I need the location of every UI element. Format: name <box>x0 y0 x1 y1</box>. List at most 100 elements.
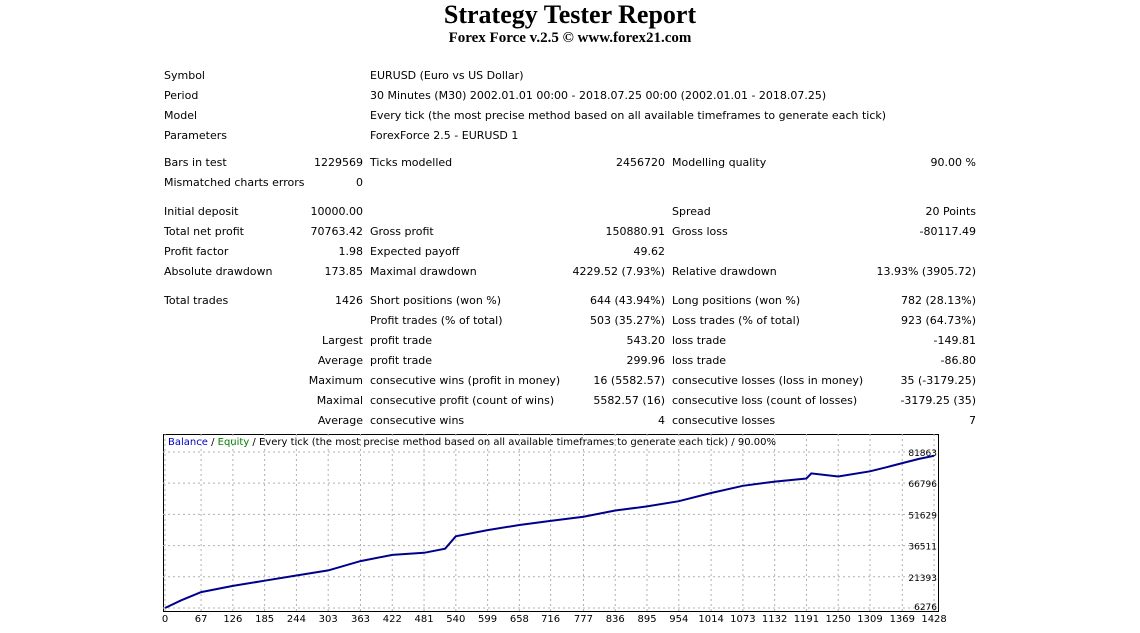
largest-loss-label: loss trade <box>672 334 727 347</box>
x-tick-label: 599 <box>478 614 498 625</box>
x-tick-label: 658 <box>509 614 529 625</box>
period-label: Period <box>164 89 199 102</box>
max-cw-value: 16 (5582.57) <box>593 374 665 387</box>
mismatch-value: 0 <box>356 176 363 189</box>
max-cl-value: 35 (-3179.25) <box>900 374 976 387</box>
trades-value: 1426 <box>335 294 363 307</box>
long-value: 782 (28.13%) <box>900 294 976 307</box>
x-tick-label: 1073 <box>730 614 756 625</box>
largest-profit-value: 543.20 <box>626 334 666 347</box>
grossprofit-value: 150880.91 <box>605 225 666 238</box>
netprofit-value: 70763.42 <box>310 225 364 238</box>
period-value: 30 Minutes (M30) 2002.01.01 00:00 - 2018… <box>370 89 827 102</box>
absdd-label: Absolute drawdown <box>164 265 273 278</box>
max-cw-label: consecutive wins (profit in money) <box>370 374 561 387</box>
chart-legend: Balance / Equity / Every tick (the most … <box>168 437 776 449</box>
x-tick-label: 0 <box>161 614 169 625</box>
x-tick-label: 1191 <box>793 614 820 625</box>
x-tick-label: 1428 <box>921 614 947 625</box>
maximal-cl-value: -3179.25 (35) <box>900 394 976 407</box>
grossloss-value: -80117.49 <box>919 225 976 238</box>
largest-loss-value: -149.81 <box>933 334 976 347</box>
x-tick-label: 1132 <box>761 614 788 625</box>
reldd-label: Relative drawdown <box>672 265 777 278</box>
avg-cl-label: consecutive losses <box>672 414 776 427</box>
avgcons-label: Average <box>317 414 363 427</box>
maximum-label: Maximum <box>308 374 363 387</box>
lt-label: Loss trades (% of total) <box>672 314 800 327</box>
x-tick-label: 422 <box>382 614 402 625</box>
ticks-label: Ticks modelled <box>370 156 453 169</box>
symbol-label: Symbol <box>164 69 205 82</box>
maxdd-label: Maximal drawdown <box>370 265 477 278</box>
x-tick-label: 244 <box>286 614 306 625</box>
avg-cl-value: 7 <box>969 414 976 427</box>
y-tick-label: 6276 <box>914 603 937 612</box>
x-tick-label: 1309 <box>857 614 883 625</box>
x-tick-label: 540 <box>446 614 466 625</box>
spread-value: 20 Points <box>925 205 976 218</box>
grossprofit-label: Gross profit <box>370 225 434 238</box>
deposit-value: 10000.00 <box>310 205 364 218</box>
deposit-label: Initial deposit <box>164 205 239 218</box>
lt-value: 923 (64.73%) <box>900 314 976 327</box>
mismatch-label: Mismatched charts errors <box>164 176 305 189</box>
largest-profit-label: profit trade <box>370 334 433 347</box>
reldd-value: 13.93% (3905.72) <box>876 265 976 278</box>
report-subtitle: Forex Force v.2.5 © www.forex21.com <box>448 30 692 46</box>
symbol-value: EURUSD (Euro vs US Dollar) <box>370 69 524 82</box>
chart-grid <box>163 434 935 612</box>
average-loss-label: loss trade <box>672 354 727 367</box>
x-tick-label: 185 <box>255 614 275 625</box>
maxdd-value: 4229.52 (7.93%) <box>572 265 665 278</box>
balance-series-line <box>164 454 935 609</box>
legend-rest: / Every tick (the most precise method ba… <box>249 437 776 448</box>
x-tick-label: 303 <box>318 614 338 625</box>
x-tick-label: 363 <box>350 614 371 625</box>
quality-value: 90.00 % <box>930 156 976 169</box>
y-tick-label: 81863 <box>908 449 937 459</box>
y-tick-label: 66796 <box>908 480 937 490</box>
pf-value: 1.98 <box>338 245 364 258</box>
maximal-cp-value: 5582.57 (16) <box>593 394 665 407</box>
short-label: Short positions (won %) <box>370 294 502 307</box>
x-tick-label: 836 <box>605 614 625 625</box>
max-cl-label: consecutive losses (loss in money) <box>672 374 864 387</box>
grossloss-label: Gross loss <box>672 225 728 238</box>
report-title: Strategy Tester Report <box>443 0 697 29</box>
maximal-label: Maximal <box>316 394 363 407</box>
pf-label: Profit factor <box>164 245 229 258</box>
netprofit-label: Total net profit <box>164 225 244 238</box>
x-tick-label: 777 <box>573 614 593 625</box>
pt-value: 503 (35.27%) <box>589 314 665 327</box>
avg-cw-value: 4 <box>658 414 665 427</box>
x-tick-label: 1369 <box>889 614 916 625</box>
x-tick-label: 481 <box>414 614 434 625</box>
model-label: Model <box>164 109 198 122</box>
ep-value: 49.62 <box>633 245 666 258</box>
trades-label: Total trades <box>164 294 229 307</box>
maximal-cl-label: consecutive loss (count of losses) <box>672 394 858 407</box>
bars-label: Bars in test <box>164 156 227 169</box>
absdd-value: 173.85 <box>324 265 364 278</box>
x-tick-label: 895 <box>637 614 657 625</box>
y-tick-label: 36511 <box>908 543 937 553</box>
x-tick-label: 954 <box>669 614 689 625</box>
ticks-value: 2456720 <box>616 156 665 169</box>
parameters-value: ForexForce 2.5 - EURUSD 1 <box>370 129 519 142</box>
x-tick-label: 716 <box>541 614 561 625</box>
spread-label: Spread <box>672 205 711 218</box>
maximal-cp-label: consecutive profit (count of wins) <box>370 394 555 407</box>
legend-balance: Balance <box>168 437 208 448</box>
quality-label: Modelling quality <box>672 156 767 169</box>
bars-value: 1229569 <box>314 156 363 169</box>
average-profit-value: 299.96 <box>626 354 666 367</box>
y-tick-label: 21393 <box>908 574 937 584</box>
long-label: Long positions (won %) <box>672 294 801 307</box>
x-tick-label: 67 <box>194 614 208 625</box>
legend-sep: / <box>207 437 218 448</box>
average-profit-label: profit trade <box>370 354 433 367</box>
largest-label: Largest <box>322 334 363 347</box>
balance-chart: 81863 66796 51629 36511 21393 6276 <box>163 434 939 612</box>
legend-equity: Equity <box>217 437 250 448</box>
